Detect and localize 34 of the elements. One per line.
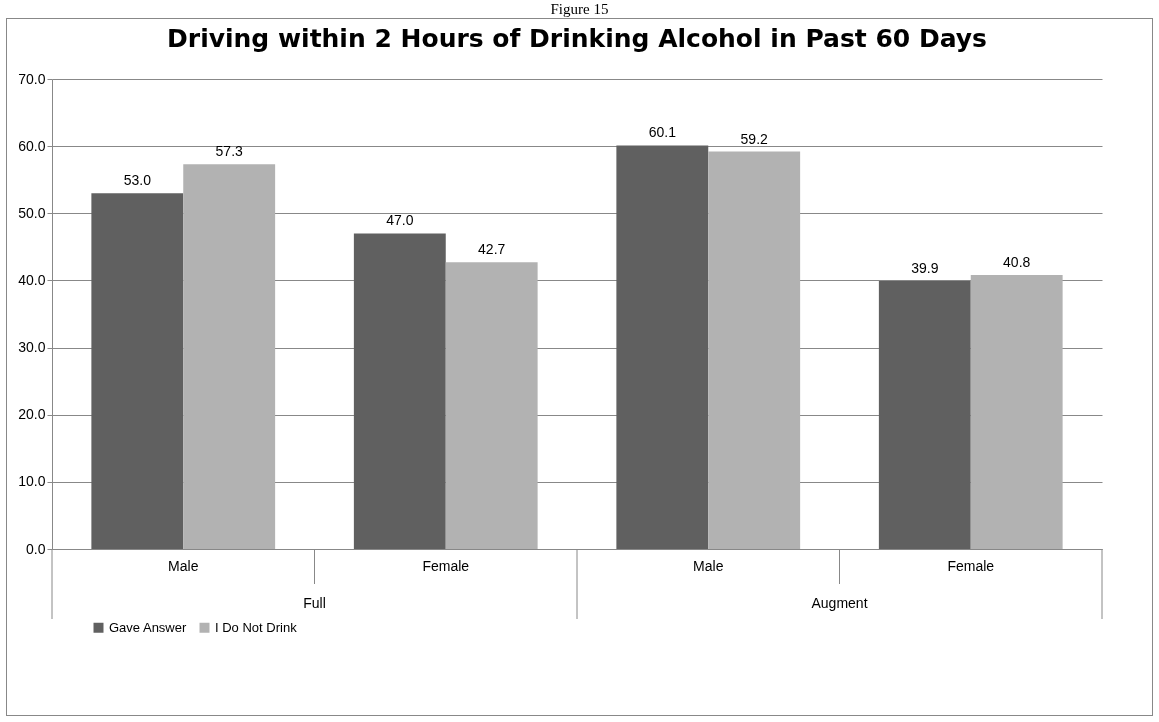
legend-label: Gave Answer — [109, 619, 187, 635]
legend-label: I Do Not Drink — [215, 619, 298, 635]
y-tick-label: 40.0 — [18, 271, 46, 288]
y-tick-label: 50.0 — [18, 204, 46, 221]
x-tick-label: Female — [947, 557, 995, 574]
bar — [183, 164, 276, 549]
y-tick-label: 20.0 — [18, 406, 46, 423]
bar — [878, 281, 971, 549]
x-tick-label: Female — [422, 557, 470, 574]
y-tick-label: 0.0 — [26, 540, 46, 557]
bar — [970, 275, 1063, 549]
data-label: 60.1 — [648, 124, 677, 141]
y-tick-label: 70.0 — [18, 70, 46, 87]
x-tick-label: Male — [168, 557, 199, 574]
x-tick-label: Male — [693, 557, 724, 574]
bar — [91, 193, 184, 549]
data-label: 42.7 — [478, 241, 506, 258]
data-label: 59.2 — [740, 130, 769, 147]
bar — [708, 151, 801, 549]
data-label: 39.9 — [911, 260, 939, 277]
bar — [353, 233, 446, 549]
y-tick-label: 10.0 — [18, 473, 46, 490]
y-tick-label: 60.0 — [18, 137, 46, 154]
bar — [616, 145, 709, 549]
caption: Figure 15 — [549, 0, 610, 18]
text: Full — [303, 595, 326, 611]
data-label: 53.0 — [123, 172, 152, 189]
text: Augment — [811, 595, 868, 611]
data-label: 40.8 — [1003, 254, 1031, 271]
data-label: 47.0 — [386, 212, 414, 229]
data-label: 57.3 — [215, 143, 244, 160]
bar — [445, 262, 538, 549]
chart-title: Driving within 2 Hours of Drinking Alcohol in Past 60 Days — [167, 24, 987, 53]
y-tick-label: 30.0 — [18, 339, 46, 356]
